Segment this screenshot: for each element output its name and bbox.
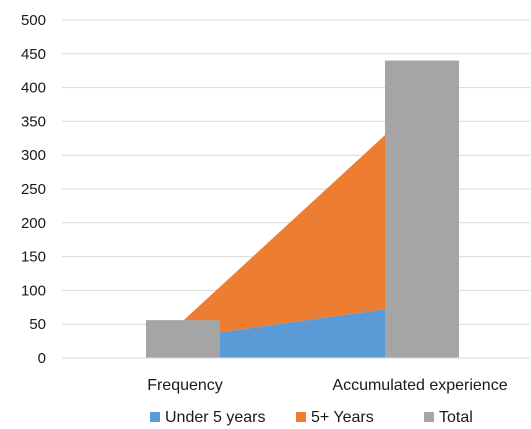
legend-swatch — [150, 412, 160, 422]
legend-swatch — [296, 412, 306, 422]
stacked-areas — [183, 101, 422, 358]
x-category-label: Frequency — [147, 377, 223, 394]
y-tick-label: 200 — [21, 215, 46, 232]
gridlines — [62, 19, 530, 325]
y-tick-label: 500 — [21, 12, 46, 29]
legend: Under 5 years 5+ Years Total — [150, 409, 473, 426]
y-tick-label: 350 — [21, 113, 46, 130]
legend-label: Under 5 years — [165, 409, 266, 426]
legend-swatch — [424, 412, 434, 422]
y-tick-label: 250 — [21, 181, 46, 198]
bar-total-frequency — [146, 320, 220, 358]
y-tick-label: 0 — [38, 350, 46, 367]
y-tick-label: 150 — [21, 249, 46, 266]
x-category-label: Accumulated experience — [332, 377, 507, 394]
area-5plus-years — [183, 101, 422, 338]
legend-label: 5+ Years — [311, 409, 374, 426]
bar-total-accumulated-experience — [385, 60, 459, 359]
area-under-5-years — [183, 303, 422, 358]
y-tick-label: 450 — [21, 46, 46, 63]
y-tick-label: 50 — [29, 316, 46, 333]
total-bars — [146, 60, 459, 359]
legend-label: Total — [439, 409, 473, 426]
y-tick-label: 100 — [21, 282, 46, 299]
y-tick-label: 400 — [21, 80, 46, 97]
x-axis-categories: Frequency Accumulated experience — [147, 377, 508, 394]
y-axis-ticks: 0 50 100 150 200 250 300 350 400 450 500 — [21, 12, 46, 367]
y-tick-label: 300 — [21, 147, 46, 164]
